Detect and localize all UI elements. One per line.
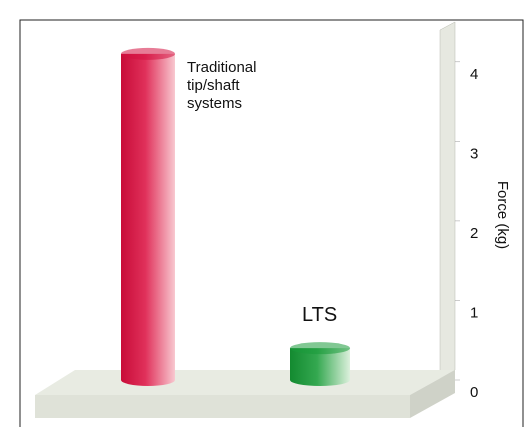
y-tick-label: 4	[470, 66, 478, 83]
cylinder-top	[290, 342, 350, 355]
floor-front	[35, 395, 410, 418]
category-label: LTS	[302, 304, 338, 327]
y-tick-label: 2	[470, 225, 478, 242]
y-tick-label: 1	[470, 304, 478, 321]
category-label: Traditional tip/shaft systems	[187, 58, 257, 112]
cylinder-top	[121, 47, 175, 60]
back-wall	[439, 21, 456, 379]
bar	[121, 47, 175, 386]
floor-top	[35, 370, 455, 395]
cylinder-body	[121, 53, 175, 386]
y-tick-label: 0	[470, 384, 478, 401]
cylinder-body	[290, 348, 350, 386]
frame	[19, 19, 524, 427]
y-axis-label: Force (kg)	[494, 181, 511, 249]
floor-side	[410, 370, 455, 418]
bar	[290, 342, 350, 386]
y-tick-label: 3	[470, 145, 478, 162]
